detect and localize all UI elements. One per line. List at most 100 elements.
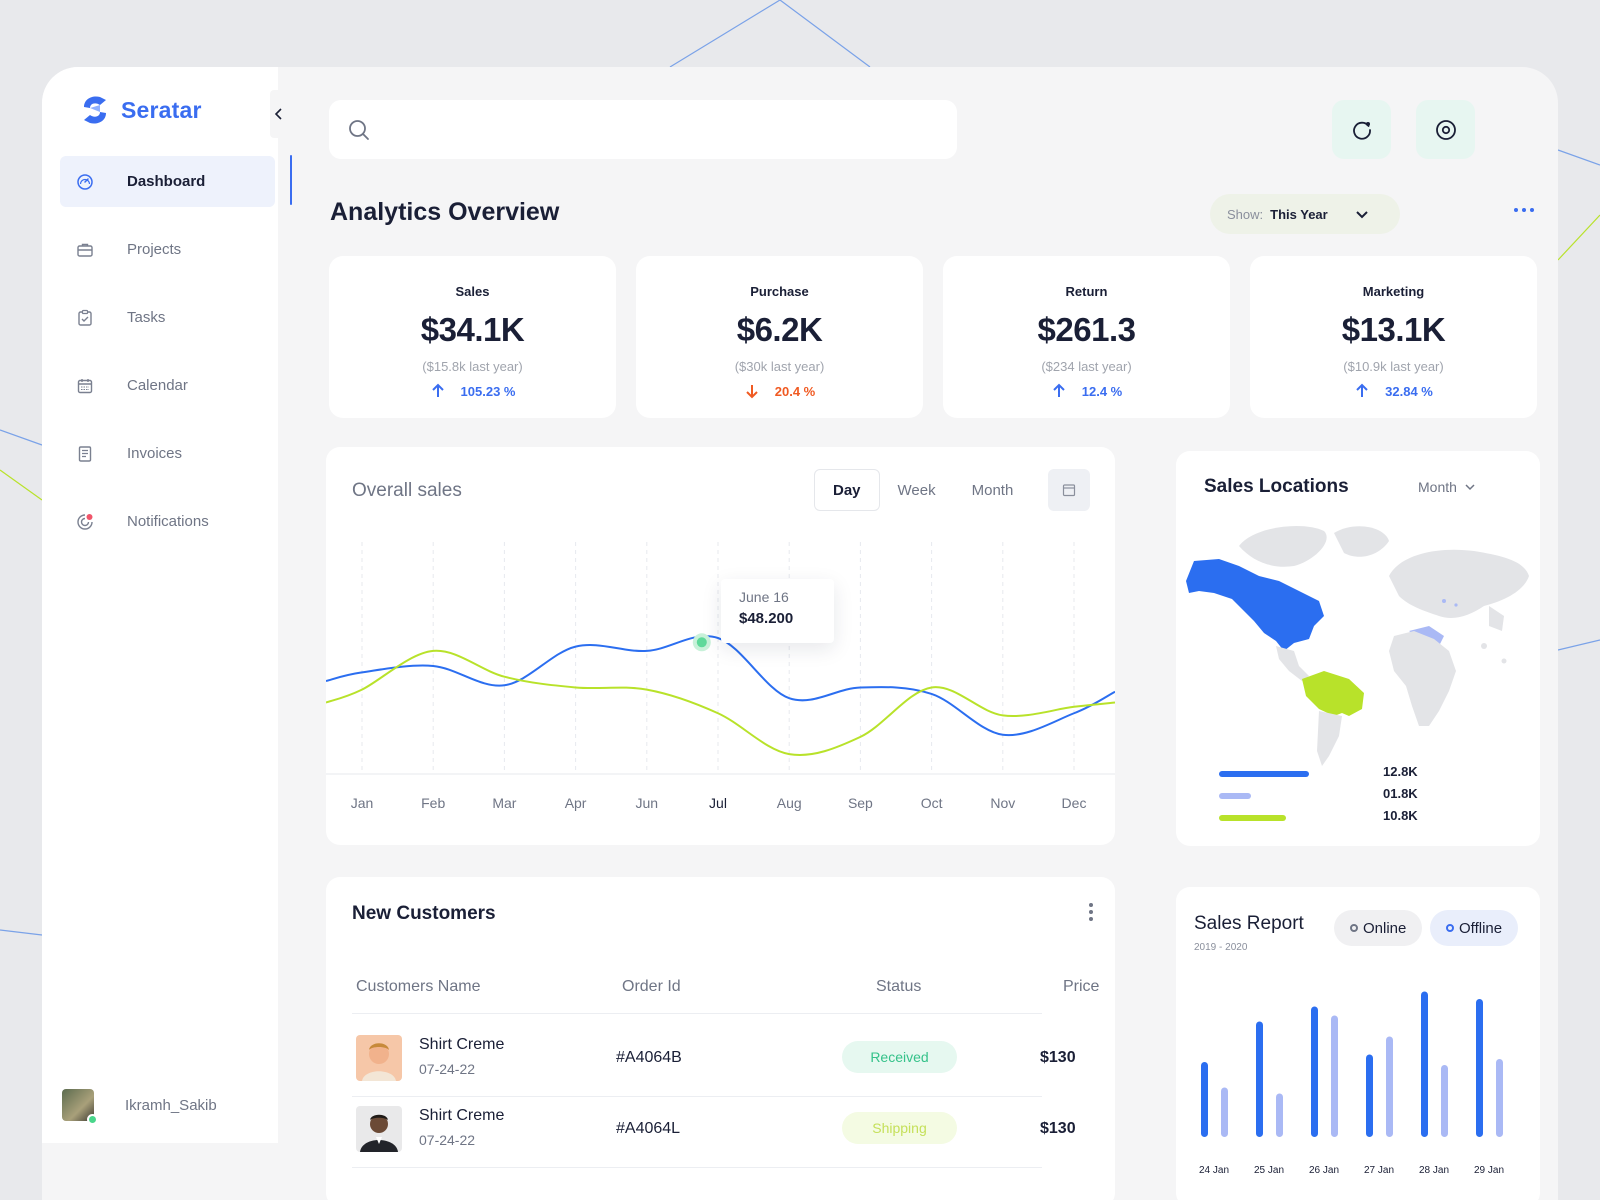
bar-offline-1 bbox=[1221, 1087, 1228, 1137]
column-header-status[interactable]: Status bbox=[876, 978, 922, 995]
stat-title: Return bbox=[1065, 284, 1108, 299]
series-line-2 bbox=[326, 649, 1115, 756]
search-input[interactable] bbox=[381, 121, 941, 138]
order-id: #A4064B bbox=[616, 1049, 682, 1066]
arrow-up-icon bbox=[1053, 383, 1065, 397]
x-tick-label: Oct bbox=[921, 795, 943, 811]
period-toggle: Day Week Month bbox=[814, 469, 1031, 511]
sidebar-item-invoices[interactable]: Invoices bbox=[60, 428, 275, 479]
price: $130 bbox=[1040, 1049, 1076, 1066]
tooltip-value: $48.200 bbox=[739, 610, 794, 627]
table-row[interactable]: Shirt Creme 07-24-22 #A4064L Shipping $1… bbox=[352, 1102, 1076, 1168]
x-tick-label: 27 Jan bbox=[1364, 1165, 1394, 1176]
briefcase-icon bbox=[76, 241, 94, 259]
settings-button[interactable] bbox=[1416, 100, 1475, 159]
column-header-name[interactable]: Customers Name bbox=[356, 978, 481, 995]
column-header-order-id[interactable]: Order Id bbox=[622, 978, 681, 995]
show-value: This Year bbox=[1270, 206, 1328, 222]
x-tick-label: Feb bbox=[421, 795, 445, 811]
sidebar-item-notifications[interactable]: Notifications bbox=[60, 496, 275, 547]
bar-offline-2 bbox=[1276, 1093, 1283, 1137]
sidebar-item-label: Projects bbox=[127, 241, 182, 258]
period-month-button[interactable]: Month bbox=[971, 481, 1014, 499]
stat-change-value: 20.4 % bbox=[774, 383, 816, 399]
legend-value: 12.8K bbox=[1383, 764, 1418, 779]
stat-card-marketing: Marketing $13.1K ($10.9k last year) 32.8… bbox=[1250, 256, 1537, 418]
collapse-sidebar-button[interactable] bbox=[270, 90, 288, 138]
stat-previous: ($15.8k last year) bbox=[422, 359, 523, 374]
sidebar-item-label: Dashboard bbox=[127, 173, 206, 190]
bar-online-4 bbox=[1366, 1054, 1373, 1137]
sidebar-nav: Dashboard Projects Tasks Calendar bbox=[60, 156, 275, 564]
location-period-value: Month bbox=[1418, 479, 1457, 495]
sidebar-item-dashboard[interactable]: Dashboard bbox=[60, 156, 275, 207]
sidebar-gutter bbox=[278, 67, 292, 1143]
stat-value: $261.3 bbox=[1037, 311, 1136, 348]
overall-sales-chart: Jan Feb Mar Apr Jun Jul Aug Sep Oct Nov Dec bbox=[326, 542, 1115, 811]
location-period-select[interactable]: Month bbox=[1418, 479, 1476, 495]
arrow-up-icon bbox=[1356, 383, 1368, 397]
show-period-select[interactable]: Show: This Year bbox=[1210, 194, 1400, 234]
column-header-price[interactable]: Price bbox=[1063, 978, 1100, 995]
invoice-icon bbox=[76, 445, 94, 463]
sales-report-panel: Sales Report 2019 - 2020 Online Offline … bbox=[1176, 887, 1540, 1200]
legend-item: 10.8K bbox=[1219, 808, 1418, 823]
app-window: Seratar Dashboard Projects Tasks bbox=[42, 67, 1558, 1200]
x-tick-label: 29 Jan bbox=[1474, 1165, 1504, 1176]
x-tick-label: Apr bbox=[565, 795, 587, 811]
user-profile[interactable]: Ikramh_Sakib bbox=[62, 1089, 217, 1125]
table-row[interactable]: Shirt Creme 07-24-22 #A4064B Received $1… bbox=[352, 1031, 1076, 1097]
stat-value: $6.2K bbox=[736, 311, 823, 348]
customer-name: Shirt Creme bbox=[419, 1036, 505, 1053]
bar-online-1 bbox=[1201, 1062, 1208, 1137]
x-tick-label: 26 Jan bbox=[1309, 1165, 1339, 1176]
bar-offline-6 bbox=[1496, 1059, 1503, 1137]
sidebar-item-label: Tasks bbox=[127, 309, 166, 326]
new-customers-title: New Customers bbox=[352, 903, 496, 924]
new-customers-panel: New Customers Customers Name Order Id St… bbox=[326, 877, 1115, 1200]
logo[interactable]: Seratar bbox=[78, 93, 202, 127]
show-label: Show: bbox=[1227, 206, 1264, 222]
offline-toggle[interactable]: Offline bbox=[1430, 910, 1519, 946]
chart-tooltip: June 16 $48.200 bbox=[721, 579, 834, 643]
calendar-icon bbox=[76, 377, 94, 395]
period-day-button[interactable]: Day bbox=[814, 469, 880, 511]
status-badge: Shipping bbox=[842, 1112, 957, 1144]
page-title: Analytics Overview bbox=[330, 198, 560, 226]
refresh-icon bbox=[1352, 121, 1371, 140]
calendar-button[interactable] bbox=[1048, 469, 1090, 511]
sidebar-item-calendar[interactable]: Calendar bbox=[60, 360, 275, 411]
gauge-icon bbox=[76, 173, 94, 191]
row-divider bbox=[352, 1167, 1042, 1168]
sales-report-title: Sales Report bbox=[1194, 913, 1304, 934]
stat-previous: ($10.9k last year) bbox=[1343, 359, 1444, 374]
more-options-icon[interactable] bbox=[1512, 203, 1536, 217]
online-toggle[interactable]: Online bbox=[1334, 910, 1423, 946]
legend-swatch bbox=[1219, 815, 1286, 821]
offline-label: Offline bbox=[1459, 919, 1503, 937]
x-tick-label: 28 Jan bbox=[1419, 1165, 1449, 1176]
stat-value: $13.1K bbox=[1341, 311, 1446, 348]
x-tick-label: Mar bbox=[492, 795, 516, 811]
user-name: Ikramh_Sakib bbox=[125, 1096, 217, 1114]
highlight-point[interactable] bbox=[696, 637, 707, 648]
sidebar-item-tasks[interactable]: Tasks bbox=[60, 292, 275, 343]
bar-online-2 bbox=[1256, 1021, 1263, 1137]
stat-change: 20.4 % bbox=[636, 383, 923, 399]
period-week-button[interactable]: Week bbox=[897, 481, 936, 499]
x-tick-label: 24 Jan bbox=[1199, 1165, 1229, 1176]
avatar bbox=[62, 1089, 98, 1125]
world-map bbox=[1186, 526, 1529, 766]
refresh-button[interactable] bbox=[1332, 100, 1391, 159]
stat-change: 12.4 % bbox=[943, 383, 1230, 399]
legend-value: 10.8K bbox=[1383, 808, 1418, 823]
kebab-menu-icon[interactable] bbox=[1086, 901, 1096, 923]
x-tick-label: Jan bbox=[351, 795, 374, 811]
chevron-down-icon bbox=[1356, 211, 1368, 219]
app-name: Seratar bbox=[121, 96, 202, 123]
clipboard-check-icon bbox=[76, 309, 94, 327]
sales-locations-title: Sales Locations bbox=[1204, 476, 1349, 497]
search-bar[interactable] bbox=[329, 100, 957, 159]
sidebar-item-projects[interactable]: Projects bbox=[60, 224, 275, 275]
arrow-up-icon bbox=[431, 383, 444, 397]
